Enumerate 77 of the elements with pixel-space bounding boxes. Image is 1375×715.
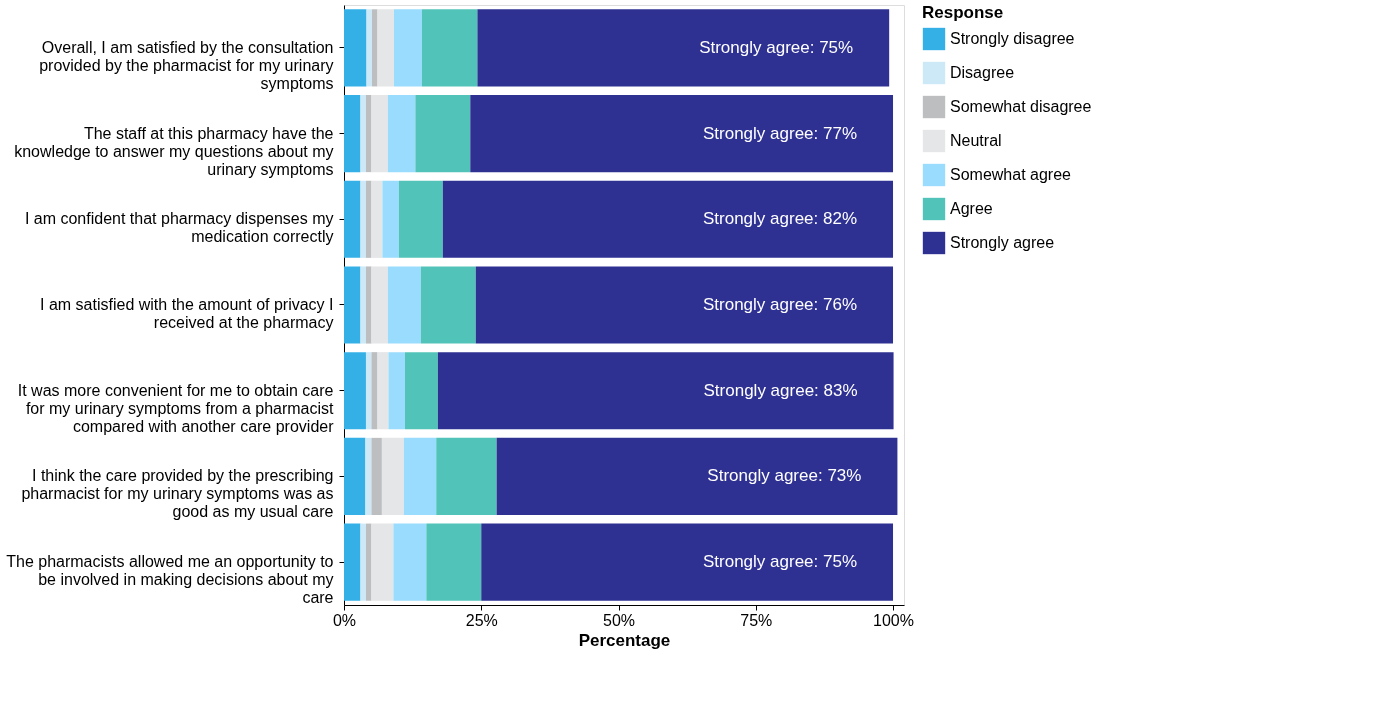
- bar: [344, 180, 361, 258]
- bar: [371, 437, 382, 515]
- x-tick-label: 50%: [602, 611, 636, 629]
- bar: [404, 352, 438, 430]
- bar: [388, 352, 405, 430]
- y-tick-label: It was more convenient for me to obtain care for my urinary symptoms from a pharmacist compared with another care provider: [17, 381, 335, 435]
- bar: [382, 180, 399, 258]
- bar: [344, 9, 367, 87]
- bar: [344, 95, 361, 173]
- legend-label: Neutral: [950, 132, 1002, 149]
- legend-title: Response: [922, 3, 1004, 22]
- legend-label: Strongly agree: [950, 234, 1055, 251]
- x-tick-label: 100%: [873, 611, 914, 629]
- bar: [344, 437, 366, 515]
- bar: [372, 9, 378, 87]
- y-tick-label: The pharmacists allowed me an opportunity to be involved in making decisions about my care: [6, 553, 334, 607]
- data-label: Strongly agree: 82%: [702, 209, 858, 229]
- legend-label: Agree: [950, 200, 993, 217]
- bar: [477, 9, 890, 87]
- legend-label: Disagree: [950, 64, 1015, 81]
- bar: [475, 266, 894, 344]
- legend-label: Strongly disagree: [950, 30, 1075, 47]
- bar: [496, 437, 898, 515]
- bar: [437, 352, 894, 430]
- bar: [420, 266, 476, 344]
- bar: [371, 180, 383, 258]
- y-tick-label: I am confident that pharmacy dispenses my medication correctly: [24, 210, 334, 246]
- legend-label: Somewhat agree: [950, 166, 1072, 183]
- bar: [344, 266, 361, 344]
- bar: [393, 9, 422, 87]
- data-label: Strongly agree: 73%: [707, 466, 862, 486]
- bar: [360, 95, 366, 173]
- bar: [344, 352, 366, 430]
- data-label: Strongly agree: 75%: [702, 552, 858, 572]
- bar: [365, 95, 372, 173]
- bar: [442, 180, 894, 258]
- bar: [365, 266, 372, 344]
- y-tick-label: The staff at this pharmacy have the knowledge to answer my questions about my urinary symptoms: [14, 124, 334, 178]
- bar: [377, 352, 389, 430]
- bar: [365, 352, 372, 430]
- bar: [344, 523, 361, 601]
- bar: [371, 352, 378, 430]
- bar: [365, 180, 372, 258]
- x-tick-label: 75%: [740, 611, 773, 629]
- bar: [421, 9, 478, 87]
- bar: [365, 437, 372, 515]
- x-tick-label: 0%: [332, 611, 357, 629]
- bar: [377, 9, 394, 87]
- data-label: Strongly agree: 76%: [702, 295, 858, 314]
- bar: [387, 266, 421, 344]
- bar: [426, 523, 482, 601]
- bar: [371, 95, 388, 173]
- bar: [371, 266, 388, 344]
- data-label: Strongly agree: 83%: [703, 380, 858, 400]
- bar: [470, 95, 894, 173]
- bar: [398, 180, 443, 258]
- bar: [393, 523, 427, 601]
- y-tick-label: I think the care provided by the prescribing pharmacist for my urinary symptoms was as good as my usual care: [21, 467, 334, 521]
- y-tick-label: I am satisfied with the amount of privacy I received at the pharmacy: [40, 296, 334, 331]
- data-label: Strongly agree: 77%: [702, 123, 858, 143]
- bar: [360, 266, 366, 344]
- bar: [365, 523, 372, 601]
- legend-label: Somewhat disagree: [950, 98, 1092, 115]
- bar: [360, 180, 366, 258]
- bar: [415, 95, 471, 173]
- bar: [481, 523, 894, 601]
- x-axis-title: Percentage: [578, 630, 671, 650]
- bar: [381, 437, 404, 515]
- bar: [387, 95, 416, 173]
- bar: [436, 437, 497, 515]
- bar: [366, 9, 372, 87]
- bar: [371, 523, 394, 601]
- data-label: Strongly agree: 75%: [699, 37, 854, 57]
- y-tick-label: Overall, I am satisfied by the consultation provided by the pharmacist for my urinary symptoms: [39, 38, 334, 92]
- x-tick-label: 25%: [465, 611, 498, 629]
- bar: [403, 437, 437, 515]
- bar: [360, 523, 366, 601]
